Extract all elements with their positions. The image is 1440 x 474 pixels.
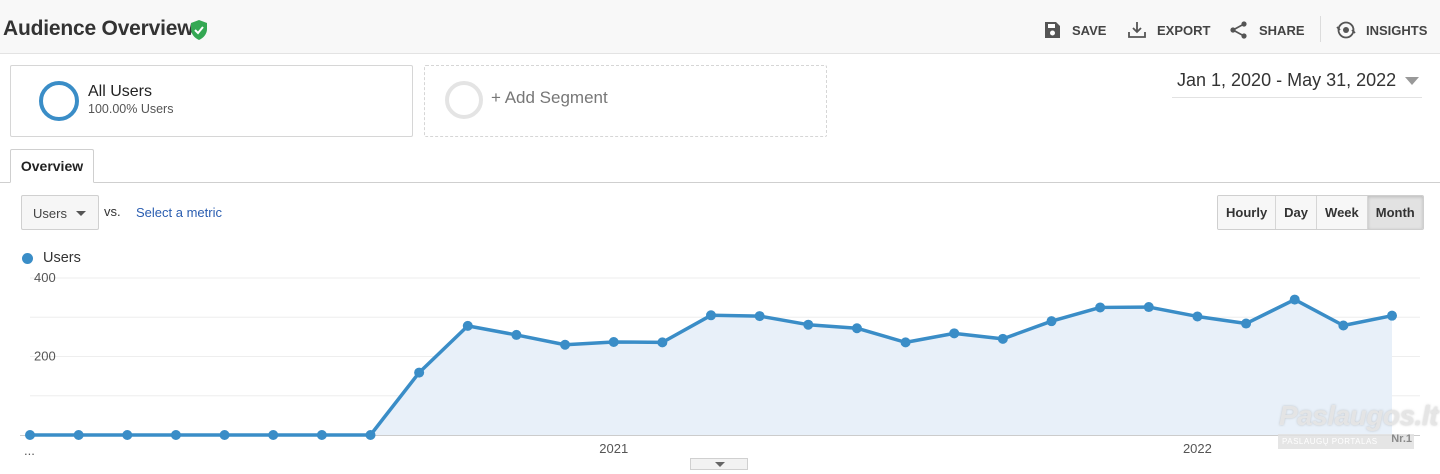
chart-expand-handle[interactable] xyxy=(690,458,748,470)
users-line-chart: 200 400 2021 2022... xyxy=(20,270,1420,458)
data-point[interactable] xyxy=(316,430,327,440)
date-range-label: Jan 1, 2020 - May 31, 2022 xyxy=(1177,70,1397,90)
data-point[interactable] xyxy=(219,430,230,440)
data-point[interactable] xyxy=(900,337,911,348)
data-point[interactable] xyxy=(462,320,473,331)
data-point[interactable] xyxy=(754,311,765,322)
insights-label: INSIGHTS xyxy=(1366,22,1428,38)
metric-selected: Users xyxy=(33,206,67,221)
segment-all-users[interactable]: All Users 100.00% Users xyxy=(10,65,413,137)
data-point[interactable] xyxy=(997,333,1008,344)
empty-segment-ring-icon xyxy=(445,81,483,119)
page-title: Audience Overview xyxy=(3,17,194,40)
data-point[interactable] xyxy=(365,430,376,440)
data-point[interactable] xyxy=(73,430,84,440)
y-tick-label: 400 xyxy=(34,270,56,285)
save-button[interactable]: SAVE xyxy=(1042,18,1106,42)
share-label: SHARE xyxy=(1259,22,1305,38)
report-header: Audience Overview SAVE EXPORT SHARE xyxy=(0,0,1440,54)
insights-button[interactable]: INSIGHTS xyxy=(1336,18,1427,42)
watermark-sub: PASLAUGŲ PORTALAS xyxy=(1278,434,1414,449)
metric-dropdown[interactable]: Users xyxy=(21,195,99,230)
share-button[interactable]: SHARE xyxy=(1229,18,1305,42)
save-icon xyxy=(1045,22,1060,38)
verified-shield-icon xyxy=(191,20,207,40)
insights-icon xyxy=(1336,21,1356,39)
watermark-logo: Paslaugos.lt PASLAUGŲ PORTALAS Nr.1 xyxy=(1276,398,1438,452)
data-point[interactable] xyxy=(1338,320,1349,331)
data-point[interactable] xyxy=(25,430,35,440)
chevron-down-icon xyxy=(1405,77,1419,85)
data-point[interactable] xyxy=(560,339,571,350)
y-tick-label: 200 xyxy=(34,349,56,364)
data-point[interactable] xyxy=(1192,311,1203,322)
data-point[interactable] xyxy=(122,430,133,440)
save-label: SAVE xyxy=(1072,22,1107,38)
data-point[interactable] xyxy=(1143,302,1154,313)
data-point[interactable] xyxy=(706,310,716,321)
granularity-week[interactable]: Week xyxy=(1317,196,1368,229)
vs-label: vs. xyxy=(104,204,121,219)
header-divider xyxy=(1320,16,1321,42)
chevron-down-icon xyxy=(715,462,725,467)
add-segment-label: + Add Segment xyxy=(491,88,608,107)
series-area xyxy=(30,299,1392,435)
segment-ring-icon xyxy=(39,81,79,121)
export-icon xyxy=(1128,22,1146,38)
add-segment-button[interactable]: + Add Segment xyxy=(424,65,827,137)
x-tick-label: 2021 xyxy=(599,441,628,456)
data-point[interactable] xyxy=(657,337,668,348)
select-metric-link[interactable]: Select a metric xyxy=(136,205,222,220)
segment-name: All Users xyxy=(88,83,153,100)
data-point[interactable] xyxy=(851,323,862,334)
granularity-hourly[interactable]: Hourly xyxy=(1218,196,1277,229)
x-tick-label: 2022 xyxy=(1183,441,1212,456)
share-icon xyxy=(1230,21,1247,39)
granularity-day[interactable]: Day xyxy=(1276,196,1318,229)
legend-label: Users xyxy=(43,250,81,266)
legend-dot xyxy=(22,253,33,264)
data-point[interactable] xyxy=(803,319,814,330)
export-button[interactable]: EXPORT xyxy=(1127,18,1210,42)
data-point[interactable] xyxy=(1387,310,1397,321)
data-point[interactable] xyxy=(1095,302,1106,313)
x-start-ellipsis: ... xyxy=(24,443,35,458)
watermark-main: Paslaugos.lt xyxy=(1279,400,1438,431)
watermark-nr: Nr.1 xyxy=(1391,433,1412,445)
export-label: EXPORT xyxy=(1157,22,1211,38)
granularity-toggle: Hourly Day Week Month xyxy=(1217,195,1424,230)
data-point[interactable] xyxy=(949,328,960,339)
data-point[interactable] xyxy=(1289,294,1300,305)
chevron-down-icon xyxy=(76,211,86,216)
tab-overview[interactable]: Overview xyxy=(10,149,94,183)
segment-percentage: 100.00% Users xyxy=(88,102,174,116)
data-point[interactable] xyxy=(1241,318,1252,329)
data-point[interactable] xyxy=(608,336,619,347)
tab-bar-line xyxy=(0,182,1440,183)
data-point[interactable] xyxy=(511,329,522,340)
data-point[interactable] xyxy=(414,367,425,378)
date-range-picker[interactable]: Jan 1, 2020 - May 31, 2022 xyxy=(1172,66,1422,98)
data-point[interactable] xyxy=(268,430,279,440)
data-point[interactable] xyxy=(170,430,181,440)
data-point[interactable] xyxy=(1046,316,1057,327)
granularity-month[interactable]: Month xyxy=(1367,196,1423,229)
